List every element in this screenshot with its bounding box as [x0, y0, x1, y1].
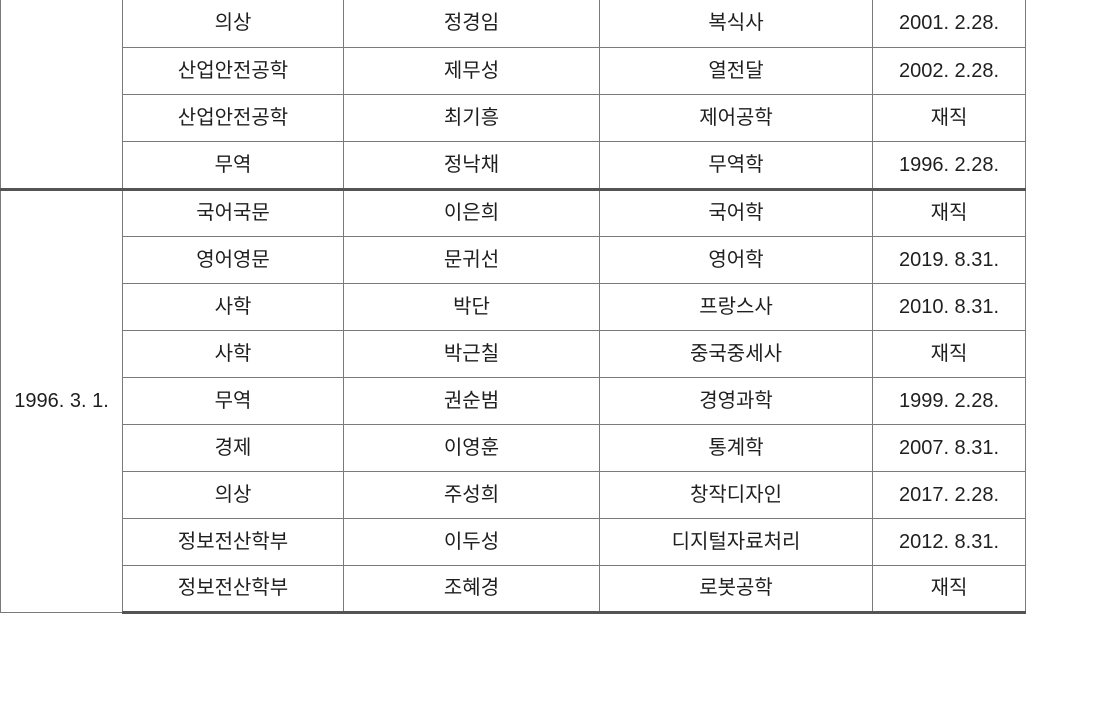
name-cell: 조혜경	[343, 564, 600, 614]
department-cell: 경제	[122, 423, 344, 472]
table-row: 무역 정낙채 무역학 1996. 2.28.	[1, 140, 1026, 190]
department-cell: 무역	[122, 376, 344, 425]
department-cell: 사학	[122, 282, 344, 331]
table-row: 사학 박근칠 중국중세사 재직	[1, 329, 1026, 378]
table-row: 영어영문 문귀선 영어학 2019. 8.31.	[1, 235, 1026, 284]
name-cell: 제무성	[343, 46, 600, 95]
department-cell: 산업안전공학	[122, 46, 344, 95]
table-row: 정보전산학부 이두성 디지털자료처리 2012. 8.31.	[1, 517, 1026, 566]
name-cell: 문귀선	[343, 235, 600, 284]
table-row: 1996. 3. 1. 국어국문 이은희 국어학 재직	[0, 187, 1026, 613]
field-cell: 경영과학	[599, 376, 873, 425]
status-cell: 재직	[872, 187, 1026, 237]
table-row: 의상 정경임 복식사 2001. 2.28.	[0, 0, 1026, 190]
field-cell: 복식사	[599, 0, 873, 48]
status-cell: 2007. 8.31.	[872, 423, 1026, 472]
name-cell: 박단	[343, 282, 600, 331]
appointment-date-cell	[0, 0, 123, 190]
status-cell: 2001. 2.28.	[872, 0, 1026, 48]
name-cell: 권순범	[343, 376, 600, 425]
field-cell: 국어학	[599, 187, 873, 237]
department-cell: 국어국문	[122, 187, 344, 237]
status-cell: 2019. 8.31.	[872, 235, 1026, 284]
status-cell: 2012. 8.31.	[872, 517, 1026, 566]
field-cell: 무역학	[599, 140, 873, 190]
name-cell: 최기흥	[343, 93, 600, 142]
field-cell: 창작디자인	[599, 470, 873, 519]
status-cell: 2002. 2.28.	[872, 46, 1026, 95]
table-row: 산업안전공학 제무성 열전달 2002. 2.28.	[1, 46, 1026, 95]
table-row: 사학 박단 프랑스사 2010. 8.31.	[1, 282, 1026, 331]
appointment-date-cell: 1996. 3. 1.	[0, 187, 123, 613]
name-cell: 이두성	[343, 517, 600, 566]
faculty-table-body: 의상 정경임 복식사 2001. 2.28. 산업안전공학 제무성 열전달 2002. 2.2…	[0, 0, 1026, 614]
name-cell: 정경임	[343, 0, 600, 48]
department-cell: 정보전산학부	[122, 517, 344, 566]
field-cell: 디지털자료처리	[599, 517, 873, 566]
department-cell: 의상	[122, 470, 344, 519]
status-cell: 1996. 2.28.	[872, 140, 1026, 190]
field-cell: 로봇공학	[599, 564, 873, 614]
table-row: 산업안전공학 최기흥 제어공학 재직	[1, 93, 1026, 142]
field-cell: 통계학	[599, 423, 873, 472]
department-cell: 산업안전공학	[122, 93, 344, 142]
field-cell: 중국중세사	[599, 329, 873, 378]
status-cell: 재직	[872, 564, 1026, 614]
name-cell: 이영훈	[343, 423, 600, 472]
field-cell: 영어학	[599, 235, 873, 284]
department-cell: 정보전산학부	[122, 564, 344, 614]
department-cell: 무역	[122, 140, 344, 190]
field-cell: 열전달	[599, 46, 873, 95]
name-cell: 이은희	[343, 187, 600, 237]
department-cell: 사학	[122, 329, 344, 378]
table-row: 정보전산학부 조혜경 로봇공학 재직	[1, 564, 1026, 614]
field-cell: 제어공학	[599, 93, 873, 142]
table-row: 의상 주성희 창작디자인 2017. 2.28.	[1, 470, 1026, 519]
department-cell: 영어영문	[122, 235, 344, 284]
department-cell: 의상	[122, 0, 344, 48]
name-cell: 주성희	[343, 470, 600, 519]
status-cell: 2010. 8.31.	[872, 282, 1026, 331]
faculty-table: 의상 정경임 복식사 2001. 2.28. 산업안전공학 제무성 열전달 2002. 2.2…	[0, 0, 1026, 614]
table-row: 경제 이영훈 통계학 2007. 8.31.	[1, 423, 1026, 472]
table-row: 무역 권순범 경영과학 1999. 2.28.	[1, 376, 1026, 425]
status-cell: 2017. 2.28.	[872, 470, 1026, 519]
name-cell: 박근칠	[343, 329, 600, 378]
status-cell: 1999. 2.28.	[872, 376, 1026, 425]
status-cell: 재직	[872, 93, 1026, 142]
field-cell: 프랑스사	[599, 282, 873, 331]
status-cell: 재직	[872, 329, 1026, 378]
name-cell: 정낙채	[343, 140, 600, 190]
